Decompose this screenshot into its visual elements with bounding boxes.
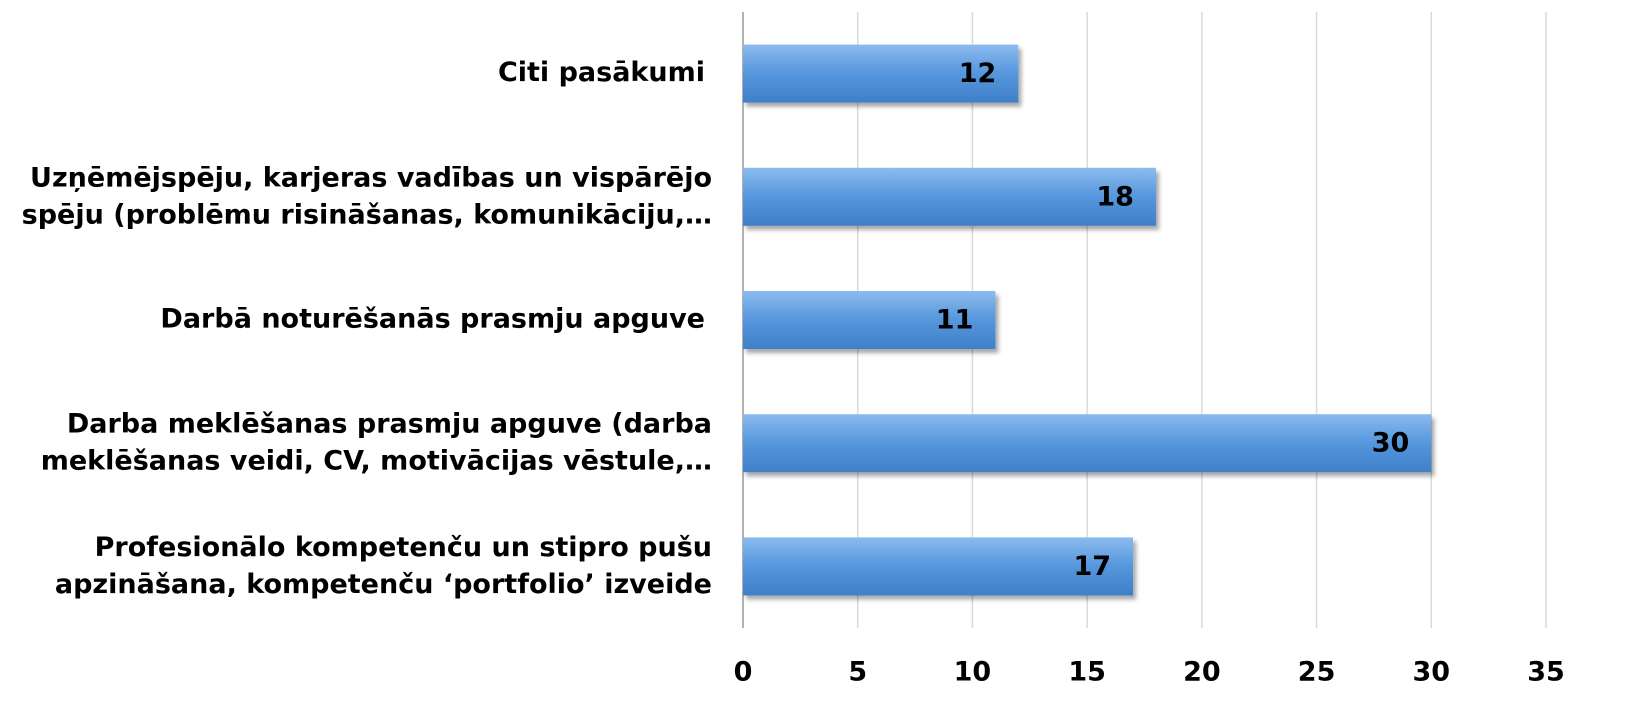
y-tick-label: Citi pasākumi	[498, 57, 705, 88]
bar	[743, 44, 1019, 103]
bar	[743, 537, 1134, 596]
data-label: 18	[1096, 181, 1134, 212]
x-tick-label: 20	[1183, 657, 1221, 688]
data-label: 12	[959, 58, 997, 89]
data-label: 30	[1372, 428, 1410, 459]
y-tick-label: Uzņēmējspēju, karjeras vadības un vispār…	[22, 162, 712, 230]
x-tick-label: 10	[954, 657, 992, 688]
y-tick-label: Darbā noturēšanās prasmju apguve	[160, 304, 705, 335]
x-tick-label: 0	[734, 657, 753, 688]
x-tick-label: 30	[1412, 657, 1450, 688]
x-tick-label: 15	[1068, 657, 1106, 688]
bar	[743, 167, 1156, 226]
bar	[743, 414, 1432, 473]
y-tick-label: Darba meklēšanas prasmju apguve (darba me…	[41, 408, 712, 476]
y-tick-label: Profesionālo kompetenču un stipro pušu ap…	[55, 531, 712, 599]
data-label: 11	[936, 305, 974, 336]
x-tick-label: 35	[1527, 657, 1565, 688]
bar	[743, 291, 996, 349]
x-tick-label: 5	[848, 657, 867, 688]
data-label: 17	[1073, 551, 1111, 582]
x-tick-label: 25	[1298, 657, 1336, 688]
